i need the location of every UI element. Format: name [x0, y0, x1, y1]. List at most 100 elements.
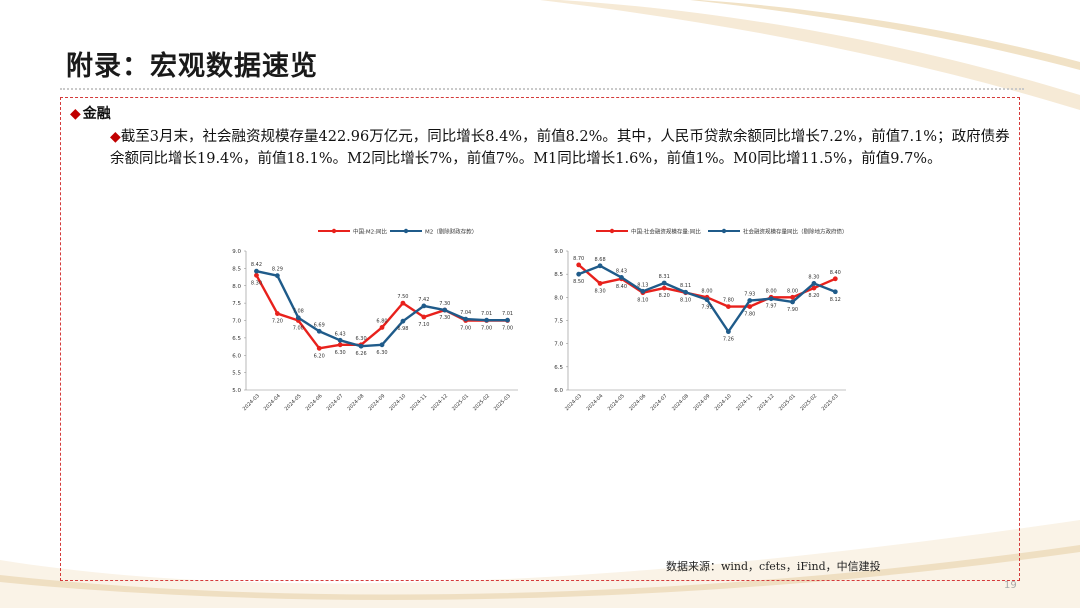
legend-marker	[331, 228, 337, 234]
data-point	[619, 275, 624, 280]
data-point	[358, 343, 364, 349]
legend-marker	[403, 228, 409, 234]
y-tick-label: 7.0	[232, 319, 241, 325]
data-label: 6.69	[314, 322, 325, 328]
x-tick-label: 2024-12	[757, 393, 776, 412]
data-label: 7.00	[481, 326, 492, 332]
x-tick-label: 2025-03	[493, 393, 512, 412]
data-point	[337, 342, 343, 348]
data-label: 8.31	[659, 274, 670, 280]
x-tick-label: 2024-09	[692, 393, 711, 412]
data-point	[254, 272, 259, 278]
data-label: 6.30	[376, 350, 387, 356]
x-tick-label: 2024-04	[263, 393, 282, 412]
data-point	[379, 342, 385, 348]
data-point	[640, 288, 646, 294]
data-point	[747, 304, 753, 309]
y-tick-label: 8.0	[232, 284, 241, 290]
data-point	[790, 294, 795, 300]
data-point	[725, 329, 731, 335]
data-label: 6.30	[335, 350, 346, 356]
x-tick-label: 2025-01	[778, 393, 797, 412]
data-point	[768, 296, 774, 302]
data-label: 8.43	[616, 268, 627, 274]
data-point	[421, 314, 427, 320]
data-point	[274, 273, 280, 279]
x-tick-label: 2024-10	[388, 393, 407, 412]
page-title: 附录：宏观数据速览	[66, 51, 318, 82]
data-point	[484, 317, 490, 323]
data-label: 7.97	[766, 304, 777, 310]
data-point	[790, 299, 795, 305]
data-label: 7.10	[418, 322, 429, 328]
data-point	[832, 276, 838, 282]
x-tick-label: 2024-10	[714, 393, 733, 412]
data-label: 6.30	[356, 336, 367, 342]
data-point	[295, 315, 301, 321]
data-label: 7.00	[502, 326, 513, 332]
data-label: 6.80	[376, 318, 387, 324]
x-tick-label: 2024-08	[671, 393, 690, 412]
data-point	[254, 268, 259, 274]
data-label: 7.20	[272, 319, 283, 325]
data-label: 8.30	[808, 274, 819, 280]
x-tick-label: 2024-09	[367, 393, 386, 412]
data-point	[725, 304, 731, 309]
x-tick-label: 2024-03	[564, 393, 583, 412]
data-label: 8.68	[595, 257, 606, 263]
legend-marker	[721, 228, 727, 234]
data-label: 7.04	[460, 310, 471, 316]
data-label: 6.20	[314, 353, 325, 359]
section-heading: ◆ 金融	[70, 103, 111, 123]
page-number: 19	[1004, 580, 1017, 591]
data-label: 7.01	[502, 311, 513, 317]
data-point	[661, 280, 667, 286]
data-label: 8.20	[808, 293, 819, 299]
y-tick-label: 6.0	[232, 353, 241, 359]
data-label: 8.70	[573, 256, 584, 262]
diamond-bullet-icon: ◆	[70, 106, 81, 122]
data-label: 7.00	[293, 326, 304, 332]
data-point	[576, 271, 582, 277]
data-point	[597, 281, 603, 286]
x-tick-label: 2024-05	[284, 393, 303, 412]
data-label: 8.42	[251, 262, 262, 268]
data-label: 7.26	[723, 337, 734, 343]
data-point	[597, 263, 603, 269]
data-point	[811, 281, 817, 286]
data-label: 6.98	[397, 326, 408, 332]
data-label: 7.80	[744, 312, 755, 318]
data-point	[832, 289, 838, 295]
data-label: 7.50	[397, 294, 408, 300]
y-tick-label: 6.5	[232, 336, 241, 342]
data-label: 7.08	[293, 309, 304, 315]
data-point	[505, 317, 510, 323]
data-label: 7.30	[439, 315, 450, 321]
x-tick-label: 2024-11	[409, 393, 428, 412]
y-tick-label: 7.5	[232, 301, 241, 307]
data-label: 8.50	[573, 279, 584, 285]
data-label: 6.26	[356, 351, 367, 357]
data-label: 7.80	[723, 298, 734, 304]
data-label: 8.13	[637, 282, 648, 288]
data-label: 6.43	[335, 331, 346, 337]
x-tick-label: 2025-03	[821, 393, 840, 412]
x-tick-label: 2025-02	[472, 393, 491, 412]
data-label: 8.00	[766, 288, 777, 294]
legend-label: 中国:社会融资规模存量:同比	[631, 228, 701, 236]
y-tick-label: 7.5	[554, 319, 563, 325]
data-label: 8.00	[701, 288, 712, 294]
data-source: 数据来源：wind，cfets，iFind，中信建投	[666, 560, 881, 573]
y-tick-label: 7.0	[554, 342, 563, 348]
x-tick-label: 2024-04	[585, 393, 604, 412]
data-label: 8.12	[830, 297, 841, 303]
data-label: 7.42	[418, 297, 429, 303]
data-label: 8.10	[637, 298, 648, 304]
diamond-bullet-icon: ◆	[110, 129, 121, 145]
summary-text: 截至3月末，社会融资规模存量422.96万亿元，同比增长8.4%，前值8.2%。…	[110, 129, 1010, 167]
y-tick-label: 6.0	[554, 388, 563, 394]
y-tick-label: 6.5	[554, 365, 563, 371]
y-tick-label: 9.0	[232, 249, 241, 255]
m2-chart: 中国:M2:同比 M2（剔除财政存款） 5.0 5.5 6.0 6.5 7.0 7.5 8.0 8…	[232, 228, 518, 412]
